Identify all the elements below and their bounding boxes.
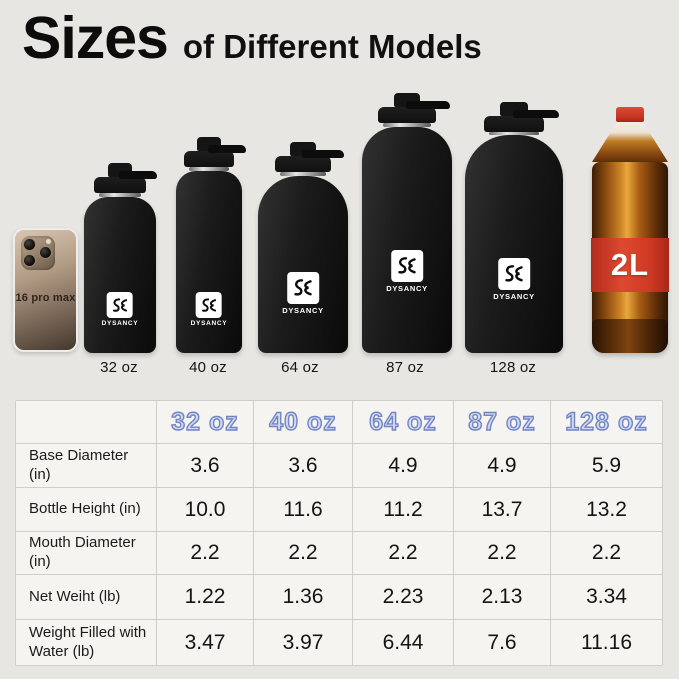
bottle-cap [484,116,544,132]
title-main: Sizes [22,5,169,71]
bottle-cap-spout [197,137,247,154]
table-value: 5.9 [551,444,662,487]
row-label-base-diameter: Base Diameter (in) [16,444,156,487]
table-value: 3.6 [157,444,253,487]
title-sub: of Different Models [182,28,482,65]
bottle-body: DYSANCY [465,135,563,353]
page-title: Sizes of Different Models [22,4,482,72]
bottle-cap-spout [500,102,559,119]
bottle-128oz: DYSANCY [465,102,563,353]
table-header-64oz: 64 oz [353,401,453,443]
row-label-mouth-diameter: Mouth Diameter (in) [16,532,156,574]
row-label-bottle-height: Bottle Height (in) [16,488,156,531]
table-value: 2.2 [454,532,550,574]
table-value: 3.6 [254,444,352,487]
size-caption-87oz: 87 oz [386,359,424,376]
table-value: 7.6 [454,620,550,665]
table-header-87oz: 87 oz [454,401,550,443]
table-value: 10.0 [157,488,253,531]
table-value: 11.16 [551,620,662,665]
size-caption-40oz: 40 oz [189,359,227,376]
dysancy-logo-icon [390,250,423,282]
table-header-32oz: 32 oz [157,401,253,443]
dysancy-logo-icon [107,292,133,318]
bottle-cap [184,151,234,167]
camera-flash-icon [46,239,51,244]
table-value: 2.2 [551,532,662,574]
dysancy-brand-text: DYSANCY [386,284,428,293]
table-value: 2.2 [254,532,352,574]
cola-neck [592,122,668,162]
bottle-87oz: DYSANCY [362,93,452,353]
bottle-body: DYSANCY [362,127,452,353]
table-value: 3.47 [157,620,253,665]
bottle-steel-rim [280,172,326,176]
table-value: 4.9 [454,444,550,487]
dysancy-brand-text: DYSANCY [101,320,139,327]
camera-lens-icon [39,246,52,259]
table-value: 2.2 [353,532,453,574]
table-value: 3.34 [551,575,662,619]
bottle-steel-rim [489,132,539,135]
bottle-cap [275,156,331,172]
bottle-steel-rim [189,167,229,171]
table-value: 3.97 [254,620,352,665]
bottle-body: DYSANCY [258,176,348,353]
phone-label: 16 pro max [15,292,76,304]
bottle-body: DYSANCY [84,197,156,353]
table-value: 1.22 [157,575,253,619]
bottle-40oz: DYSANCY [176,137,247,353]
table-value: 2.13 [454,575,550,619]
table-value: 1.36 [254,575,352,619]
bottle-body: DYSANCY [176,171,242,353]
dysancy-brand-text: DYSANCY [190,320,228,327]
cola-label-band: 2L [591,238,669,292]
size-caption-128oz: 128 oz [489,359,537,376]
dysancy-logo: DYSANCY [102,292,139,327]
camera-lens-icon [23,238,36,251]
cola-bottle-2l: 2L [591,107,669,353]
table-header-128oz: 128 oz [551,401,662,443]
bottle-cap [94,177,146,193]
bottle-cap-spout [394,93,450,110]
dysancy-brand-text: DYSANCY [282,306,324,315]
camera-lens-icon [23,254,36,267]
size-caption-32oz: 32 oz [100,359,138,376]
bottle-cap [378,107,436,123]
dysancy-logo-icon [286,272,319,304]
bottle-steel-rim [99,193,141,197]
dysancy-logo: DYSANCY [386,250,428,293]
table-header-40oz: 40 oz [254,401,352,443]
spec-table: 32 oz 40 oz 64 oz 87 oz 128 oz Base Diam… [15,400,663,666]
bottle-32oz: DYSANCY [84,163,158,353]
table-value: 13.2 [551,488,662,531]
phone-camera-module-icon [21,236,55,270]
size-caption-64oz: 64 oz [281,359,319,376]
dysancy-brand-text: DYSANCY [493,292,535,301]
table-value: 6.44 [353,620,453,665]
table-value: 11.2 [353,488,453,531]
row-label-weight-filled: Weight Filled with Water (lb) [16,620,156,665]
bottle-steel-rim [383,123,431,127]
dysancy-logo-icon [497,258,530,290]
phone-16-pro-max: 16 pro max [13,228,78,352]
dysancy-logo: DYSANCY [493,258,535,301]
dysancy-logo-icon [196,292,222,318]
bottle-cap-spout [108,163,158,180]
table-value: 13.7 [454,488,550,531]
row-label-net-weight: Net Weiht (lb) [16,575,156,619]
bottle-cap-spout [290,142,344,159]
cola-volume-label: 2L [610,247,650,282]
dysancy-logo: DYSANCY [191,292,228,327]
bottle-64oz: DYSANCY [258,142,348,353]
table-value: 4.9 [353,444,453,487]
table-value: 11.6 [254,488,352,531]
dysancy-logo: DYSANCY [282,272,324,315]
table-value: 2.2 [157,532,253,574]
table-corner-cell [16,401,156,443]
cola-cap [616,107,644,122]
cola-body: 2L [591,162,669,353]
table-value: 2.23 [353,575,453,619]
